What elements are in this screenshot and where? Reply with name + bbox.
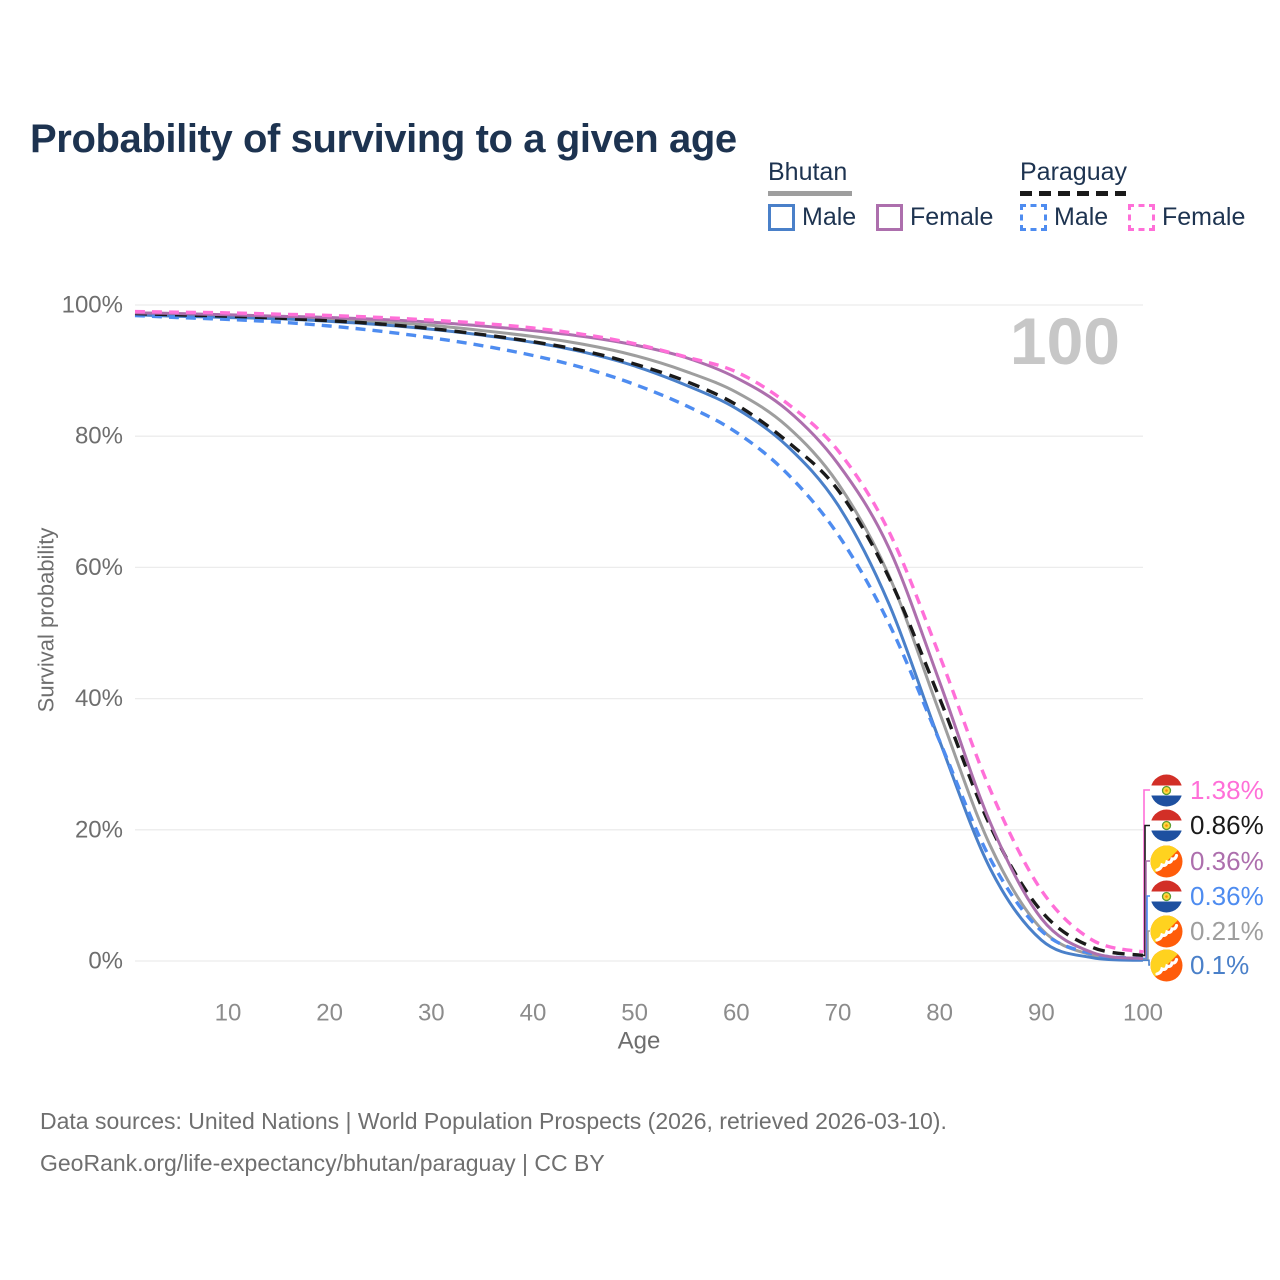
legend-item-bhutan-female[interactable]: Female — [876, 203, 993, 232]
x-tick-label: 100 — [1123, 1000, 1163, 1027]
y-tick-label: 80% — [75, 423, 123, 450]
x-tick-label: 80 — [926, 1000, 953, 1027]
paraguay-male-swatch-icon — [1020, 204, 1047, 231]
legend-item-label: Female — [910, 203, 994, 231]
end-label-row: 0.36% — [1150, 880, 1264, 913]
y-tick-label: 20% — [75, 816, 123, 843]
x-tick-label: 30 — [418, 1000, 445, 1027]
y-tick-label: 0% — [88, 948, 123, 975]
end-label-row: 0.1% — [1150, 949, 1249, 982]
bhutan-flag-icon — [1150, 915, 1183, 947]
legend-item-paraguay-female[interactable]: Female — [1128, 203, 1245, 232]
x-axis-title: Age — [618, 1028, 661, 1055]
series-line-bhutan-male[interactable] — [134, 313, 1144, 962]
y-axis-title: Survival probability — [34, 528, 59, 713]
bhutan-flag-icon — [1150, 845, 1183, 877]
end-label-row: 0.21% — [1150, 915, 1264, 948]
end-label-value: 1.38% — [1190, 774, 1264, 805]
legend-group-bhutan-title: Bhutan — [768, 158, 848, 186]
legend-item-bhutan-male[interactable]: Male — [768, 203, 856, 232]
bhutan-female-swatch-icon — [876, 204, 903, 231]
series-line-bhutan-both-sexes[interactable] — [134, 312, 1144, 962]
bhutan-all-line-swatch — [768, 191, 852, 196]
attribution-text: GeoRank.org/life-expectancy/bhutan/parag… — [40, 1150, 605, 1176]
age-watermark: 100 — [1010, 304, 1120, 378]
end-label-connector — [1143, 824, 1150, 957]
y-tick-label: 40% — [75, 685, 123, 712]
x-tick-label: 40 — [520, 1000, 547, 1027]
paraguay-all-line-swatch — [1020, 191, 1126, 196]
x-tick-label: 10 — [215, 1000, 242, 1027]
bhutan-flag-icon — [1150, 949, 1183, 981]
data-sources-text: Data sources: United Nations | World Pop… — [40, 1108, 947, 1134]
x-tick-label: 60 — [723, 1000, 750, 1027]
legend-group-paraguay-title: Paraguay — [1020, 158, 1128, 186]
end-label-value: 0.36% — [1190, 880, 1264, 911]
series-line-paraguay-male[interactable] — [134, 313, 1144, 961]
page-title: Probability of surviving to a given age — [30, 116, 737, 161]
end-label-connector — [1143, 789, 1150, 953]
x-tick-label: 20 — [316, 1000, 343, 1027]
end-label-connector — [1143, 895, 1150, 960]
end-label-row: 0.36% — [1150, 845, 1264, 878]
end-label-value: 0.1% — [1190, 949, 1250, 980]
legend-item-paraguay-male[interactable]: Male — [1020, 203, 1108, 232]
end-label-row: 1.38% — [1150, 774, 1264, 807]
paraguay-flag-icon — [1150, 774, 1183, 806]
end-label-value: 0.36% — [1190, 845, 1264, 876]
series-line-paraguay-both-sexes[interactable] — [134, 311, 1144, 958]
series-line-paraguay-female[interactable] — [134, 309, 1144, 954]
bhutan-male-swatch-icon — [768, 204, 795, 231]
legend-item-label: Male — [1054, 203, 1109, 231]
end-label-value: 0.86% — [1190, 810, 1264, 840]
legend-item-label: Male — [802, 203, 857, 231]
end-label-connector — [1143, 959, 1150, 966]
y-tick-label: 100% — [62, 292, 123, 319]
x-tick-label: 90 — [1028, 1000, 1055, 1027]
x-tick-label: 50 — [621, 1000, 648, 1027]
paraguay-female-swatch-icon — [1128, 204, 1155, 231]
y-tick-label: 60% — [75, 554, 123, 581]
end-label-row: 0.86% — [1150, 809, 1264, 842]
paraguay-flag-icon — [1150, 880, 1183, 912]
x-tick-label: 70 — [825, 1000, 852, 1027]
paraguay-flag-icon — [1150, 809, 1183, 842]
legend-item-label: Female — [1162, 203, 1246, 231]
end-label-value: 0.21% — [1190, 915, 1264, 946]
